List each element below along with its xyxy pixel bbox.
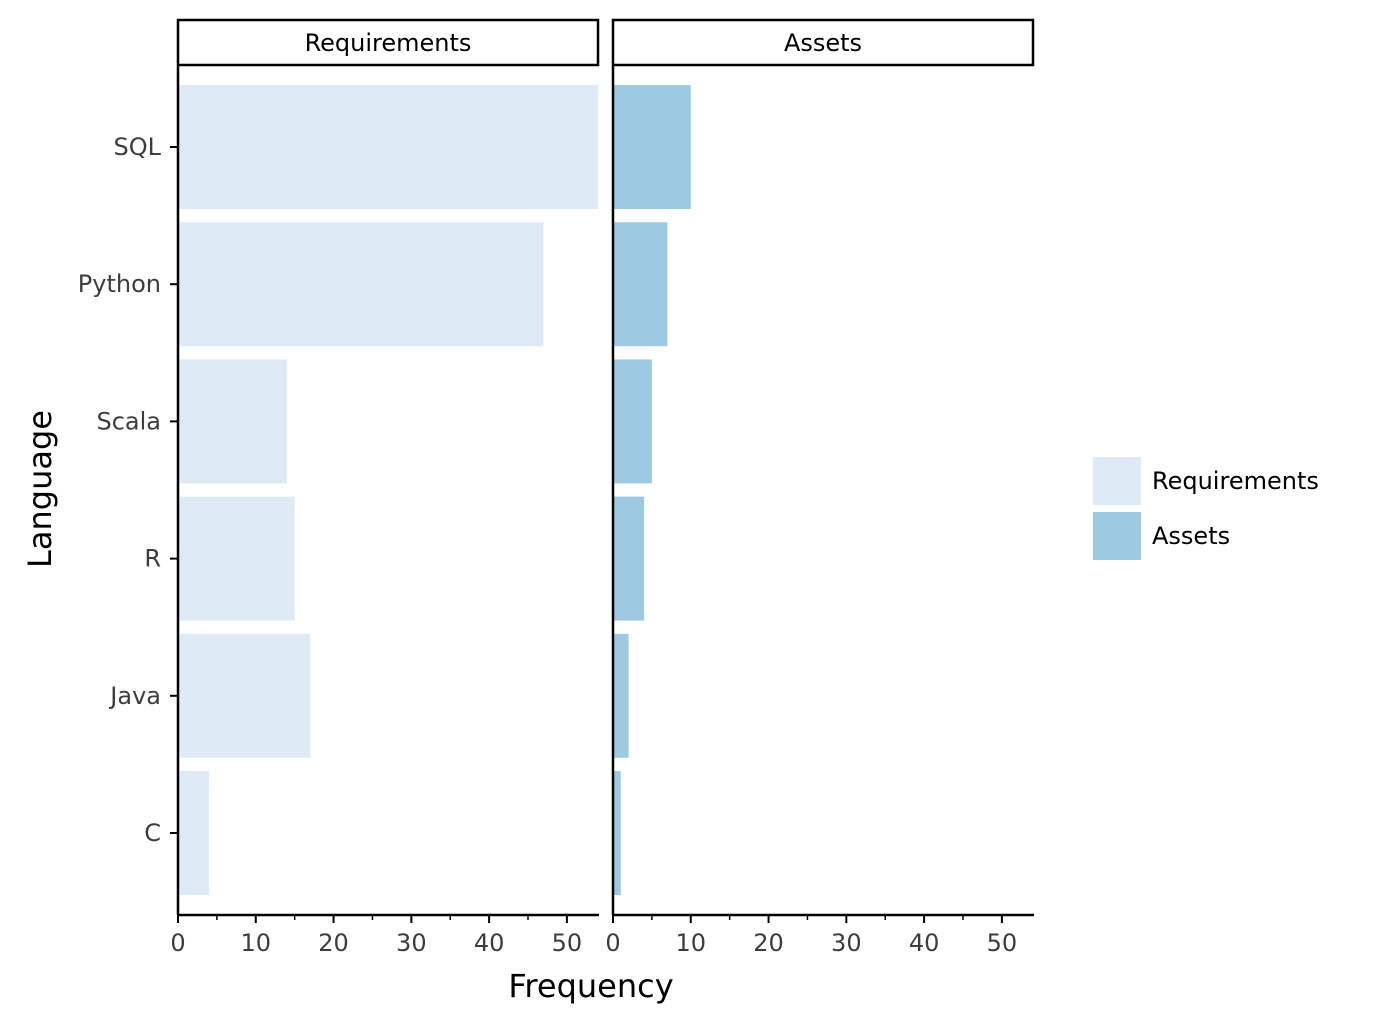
bar-requirements-scala [179,359,287,484]
y-axis-title: Language [21,410,59,568]
facet-strip-box [611,18,1035,67]
legend: Requirements Assets [1093,457,1319,560]
legend-label: Assets [1152,522,1230,550]
facet-strip-label: Assets [784,29,862,57]
x-tick-label: 50 [987,929,1018,957]
y-tick-label: SQL [114,133,162,161]
bar-assets-c [614,771,621,895]
x-tick-label: 10 [676,929,707,957]
legend-label: Requirements [1152,467,1319,495]
x-tick-label: 0 [170,929,185,957]
facet-strip-label: Requirements [305,29,472,57]
x-tick-label: 20 [753,929,784,957]
bar-assets-sql [614,85,691,209]
x-tick-label: 40 [474,929,505,957]
x-tick-label: 40 [909,929,940,957]
y-tick-label: Scala [96,407,161,435]
bar-requirements-r [179,496,295,621]
facet-strip-box [176,18,600,67]
bar-assets-python [614,222,668,347]
x-tick-label: 50 [552,929,583,957]
facet-panels: Requirements 0 10 20 30 40 50 Assets 0 10 20 30 40 50 [170,18,1035,957]
x-axis-title: Frequency [508,967,673,1005]
bar-requirements-java [179,633,311,758]
y-tick-label: Java [108,682,161,710]
x-tick-label: 0 [605,929,620,957]
bar-requirements-sql [179,85,598,209]
y-tick-label: C [144,819,161,847]
bar-assets-java [614,633,629,758]
bar-assets-r [614,496,645,621]
y-tick-label: Python [78,270,161,298]
bar-requirements-c [179,771,210,895]
bar-assets-scala [614,359,652,484]
x-tick-label: 30 [396,929,427,957]
x-tick-label: 10 [241,929,272,957]
legend-swatch-assets [1093,512,1141,560]
x-tick-label: 20 [318,929,349,957]
legend-swatch-requirements [1093,457,1141,505]
facet-panel-requirements: Requirements 0 10 20 30 40 50 [170,18,600,957]
x-tick-label: 30 [831,929,862,957]
y-tick-label: R [144,545,161,573]
y-axis: SQL Python Scala R Java C [78,133,178,847]
bar-requirements-python [179,222,544,347]
facet-panel-assets: Assets 0 10 20 30 40 50 [605,18,1035,957]
